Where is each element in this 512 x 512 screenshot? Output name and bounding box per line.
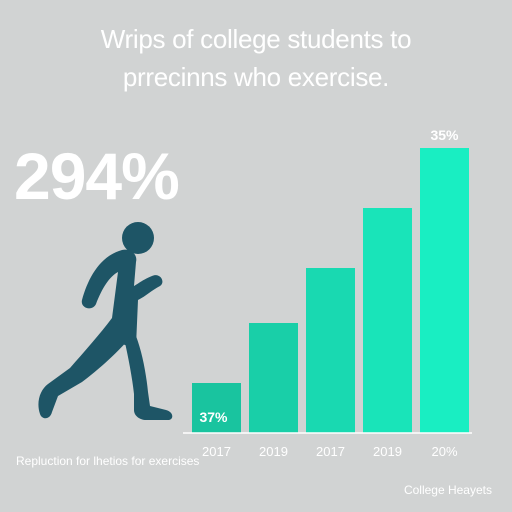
x-tick-label-2: 2017 bbox=[316, 444, 345, 459]
x-tick-labels: 2017 2019 2017 2019 20% bbox=[202, 444, 458, 459]
x-tick-label-1: 2019 bbox=[259, 444, 288, 459]
chart-title: Wrips of college students to prrecinns w… bbox=[0, 20, 512, 96]
x-tick-label-0: 2017 bbox=[202, 444, 231, 459]
bar-1 bbox=[249, 323, 298, 433]
footer-note: Repluction for lhetios for exercises bbox=[16, 454, 200, 468]
big-stat: 294% bbox=[14, 139, 180, 213]
bar-3 bbox=[363, 208, 412, 433]
runner-silhouette-icon bbox=[38, 222, 173, 420]
x-tick-label-4: 20% bbox=[431, 444, 457, 459]
data-labels: 37% 35% bbox=[199, 127, 459, 425]
bar-2 bbox=[306, 268, 355, 433]
bars-group bbox=[192, 148, 469, 433]
chart-title-line-1: Wrips of college students to bbox=[100, 24, 412, 54]
bar-0 bbox=[192, 383, 241, 433]
chart-title-line-2: prrecinns who exercise. bbox=[122, 62, 390, 92]
bar-4 bbox=[420, 148, 469, 433]
x-tick-label-3: 2019 bbox=[373, 444, 402, 459]
footer-source: College Heayets bbox=[403, 483, 492, 497]
data-label-4: 35% bbox=[430, 127, 459, 143]
data-label-0: 37% bbox=[199, 409, 228, 425]
